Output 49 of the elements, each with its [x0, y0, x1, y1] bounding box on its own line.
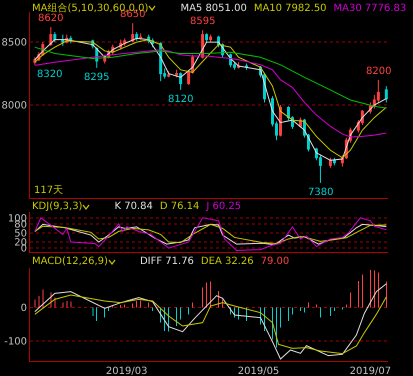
annotation: 117天 [34, 185, 64, 196]
line-series [34, 217, 387, 251]
candlestick [179, 72, 182, 90]
annotation: 8320 [37, 69, 62, 80]
candlestick [384, 86, 388, 103]
candlestick [139, 32, 142, 40]
line-series [34, 294, 387, 354]
annotation: 8120 [168, 94, 194, 105]
annotation: 7380 [308, 187, 334, 198]
candlestick [49, 26, 52, 46]
x-tick-label: 2019/07 [350, 366, 392, 376]
line-series [34, 283, 387, 360]
y-tick-label: -100 [4, 336, 27, 348]
candlestick [209, 34, 212, 43]
y-tick-label: 8500 [2, 38, 27, 49]
candlestick [237, 62, 240, 70]
x-tick-label: 2019/05 [238, 366, 280, 376]
x-tick-label: 2019/03 [106, 366, 148, 376]
chart-title: MACD(12,26,9) [32, 256, 108, 267]
candlestick [131, 22, 134, 43]
candlestick [135, 32, 138, 42]
series-label: K 70.84 [114, 201, 153, 212]
text: DEA 32.26 [200, 256, 254, 267]
text: MA30 7776.83 [334, 2, 406, 14]
annotation: 8200 [366, 66, 392, 77]
series-label: J 60.25 [206, 201, 242, 212]
candlestick [332, 157, 336, 166]
annotation: 8295 [84, 72, 110, 83]
candlestick [205, 32, 208, 43]
text: MA5 8051.00 [180, 2, 247, 14]
text: 79.00 [260, 256, 290, 267]
chart-title: KDJ(9,3,3) [32, 201, 82, 212]
y-tick-label: 8000 [2, 100, 27, 112]
candlestick [61, 34, 64, 46]
text: MA10 7982.50 [254, 2, 327, 14]
text: DIFF 71.76 [140, 256, 194, 267]
candlestick [167, 70, 170, 78]
candlestick [328, 157, 332, 168]
annotation: 8620 [38, 13, 64, 24]
candlestick [245, 63, 248, 70]
y-tick-label: 80 [14, 219, 27, 230]
y-tick-label: 50 [14, 228, 27, 240]
series-label: D 76.14 [160, 201, 200, 212]
candlestick [175, 69, 178, 78]
candlestick [53, 32, 56, 43]
candlestick [123, 38, 126, 46]
y-tick-label: 0 [20, 244, 27, 255]
annotation: 8595 [190, 16, 216, 27]
y-tick-label: 0 [20, 303, 27, 314]
